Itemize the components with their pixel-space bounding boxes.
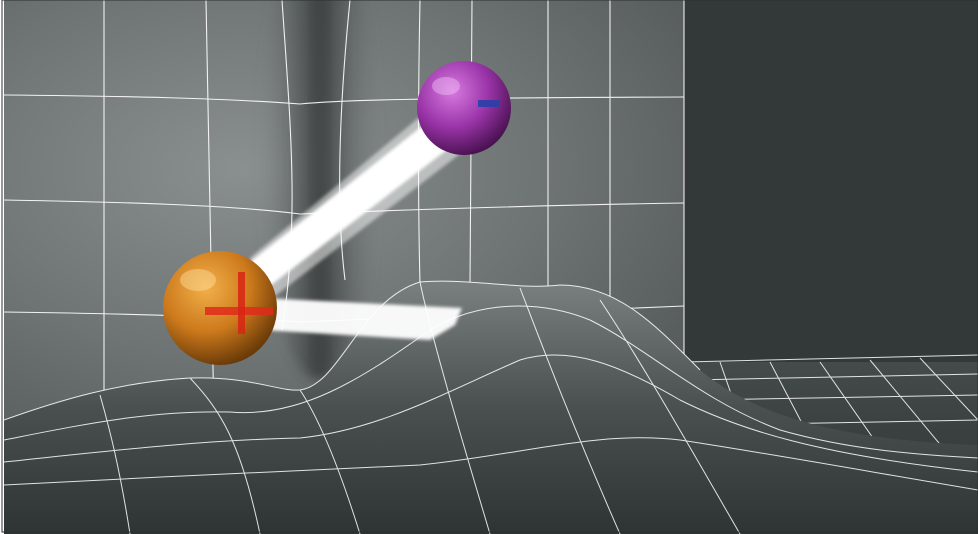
- motion-trail-horizontal: [262, 298, 462, 340]
- motion-trail-diagonal: [240, 100, 478, 300]
- terrain-hill: [4, 281, 978, 534]
- wall-dent: [260, 0, 380, 380]
- purple-sphere[interactable]: [417, 61, 511, 155]
- terrain-grid: [3, 280, 978, 534]
- axis-marker: [238, 272, 245, 334]
- axis-marker: [478, 100, 500, 107]
- orange-sphere[interactable]: [163, 251, 277, 365]
- right-wall: [684, 0, 978, 362]
